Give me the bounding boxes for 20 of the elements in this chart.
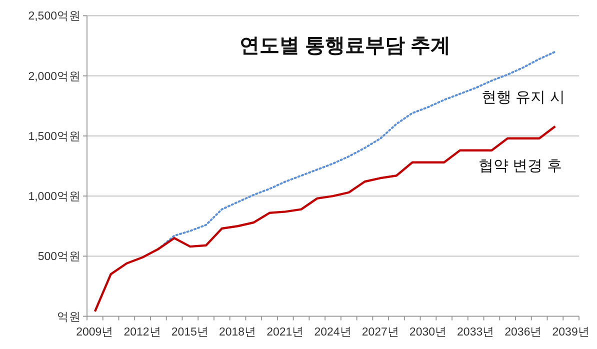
y-tick-label: 2,500억원 — [28, 10, 81, 23]
y-tick-label: 2,000억원 — [28, 70, 81, 83]
y-tick-label: 억원 — [57, 311, 81, 324]
y-tick-label: 1,500억원 — [28, 130, 81, 143]
x-tick-label: 2030년 — [409, 326, 448, 338]
x-tick-label: 2015년 — [171, 326, 209, 338]
x-tick-label: 2036년 — [504, 326, 542, 338]
text: 연도별 통행료부담 추계 — [239, 35, 451, 57]
x-tick-label: 2009년 — [76, 326, 114, 338]
y-tick-label: 1,000억원 — [28, 191, 81, 204]
x-tick-label: 2039년 — [552, 326, 590, 338]
x-tick-label: 2021년 — [266, 326, 304, 338]
x-tick-label: 2012년 — [124, 326, 162, 338]
x-tick-label: 2027년 — [362, 326, 400, 338]
y-tick-label: 500억원 — [38, 251, 81, 264]
x-tick-label: 2018년 — [218, 326, 257, 338]
series-label: 협약 변경 후 — [478, 157, 562, 174]
x-tick-label: 2033년 — [457, 326, 495, 338]
series-label: 현행 유지 시 — [482, 88, 565, 106]
x-tick-label: 2024년 — [314, 326, 352, 338]
